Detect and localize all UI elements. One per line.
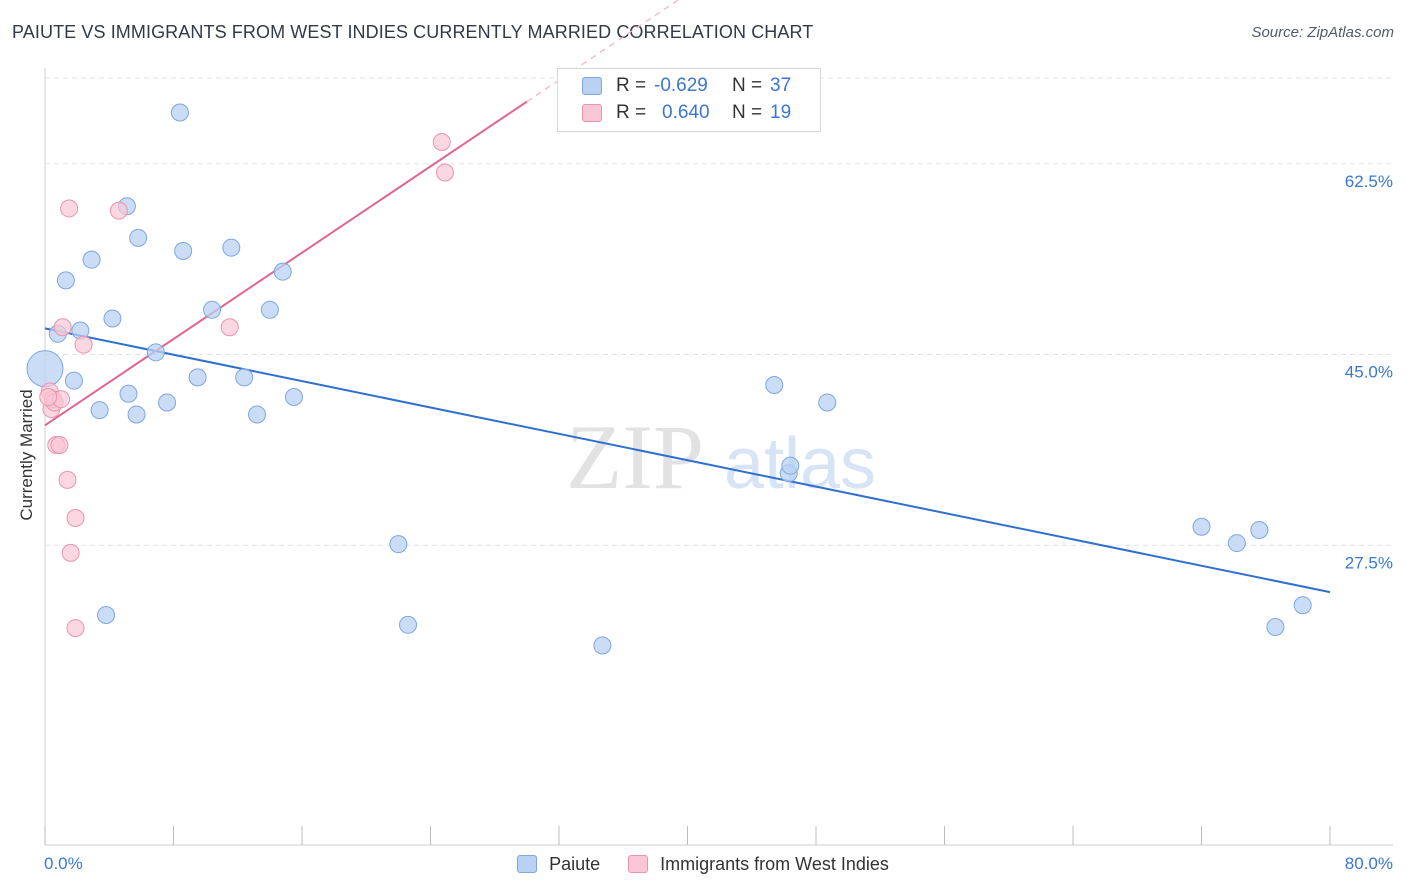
legend-item-paiute[interactable]: Paiute (517, 854, 600, 875)
paiute-point (146, 343, 165, 362)
legend-row-paiute: R = -0.629 N = 37 (582, 73, 791, 99)
paiute-point (127, 405, 146, 424)
paiute-point (389, 535, 408, 554)
paiute-point (82, 250, 101, 269)
paiute-point (1293, 596, 1312, 615)
r-value: -0.629 (654, 75, 708, 96)
paiute-point (260, 300, 279, 319)
paiute-point (158, 393, 177, 412)
paiute-point (103, 309, 122, 328)
y-tick-label: 45.0% (1345, 363, 1393, 382)
paiute-point (26, 350, 64, 388)
tick-labels: 27.5%45.0%62.5%80.0%0.0%80.0% (44, 172, 1393, 873)
paiute-point (203, 300, 222, 319)
paiute-point (174, 241, 193, 260)
r-value: 0.640 (662, 102, 710, 123)
axes (44, 68, 1393, 846)
paiute-point (170, 103, 189, 122)
legend-label: Immigrants from West Indies (660, 853, 889, 874)
westindies-point (109, 201, 128, 220)
r-label: R = (616, 75, 647, 96)
source-note: Source: ZipAtlas.com (1251, 24, 1394, 41)
westindies-point (66, 509, 85, 527)
paiute-point (97, 606, 116, 625)
paiute-point (399, 615, 418, 634)
watermark: ZIP atlas (566, 406, 876, 508)
y-tick-label: 62.5% (1345, 172, 1393, 191)
paiute-point (188, 368, 207, 387)
n-label: N = (732, 102, 763, 123)
westindies-point (58, 470, 77, 489)
paiute-trend-line (44, 327, 1331, 594)
paiute-point (284, 388, 303, 407)
correlation-legend: R = -0.629 N = 37 R = 0.640 N = 19 (557, 68, 821, 132)
paiute-point (781, 456, 800, 475)
paiute-point (1227, 534, 1246, 553)
paiute-point (248, 405, 267, 424)
paiute-point (1192, 517, 1211, 536)
westindies-point (66, 619, 85, 638)
paiute-swatch (517, 855, 538, 873)
paiute-point (273, 262, 292, 281)
paiute-point (765, 376, 784, 395)
n-value: 19 (770, 102, 792, 123)
westindies-point (435, 163, 454, 182)
westindies-swatch (628, 855, 649, 873)
series-legend: Paiute Immigrants from West Indies (0, 852, 1406, 876)
x-tick-label: 80.0% (1345, 854, 1393, 873)
x-tick-label: 0.0% (44, 854, 83, 873)
watermark-atlas: atlas (724, 424, 876, 504)
westindies-point (60, 199, 79, 218)
paiute-point (56, 271, 75, 290)
paiute-point (119, 384, 138, 403)
paiute-point (129, 228, 148, 247)
paiute-point (1250, 520, 1269, 539)
watermark-zip: ZIP (566, 406, 704, 508)
paiute-point (593, 636, 612, 655)
paiute-swatch (582, 77, 602, 95)
data-points (26, 103, 1312, 655)
westindies-point (39, 388, 58, 407)
westindies-point (220, 318, 239, 337)
chart-title: PAIUTE VS IMMIGRANTS FROM WEST INDIES CU… (12, 22, 814, 42)
paiute-point (818, 393, 837, 412)
legend-item-westindies[interactable]: Immigrants from West Indies (628, 854, 889, 875)
westindies-point (74, 335, 93, 354)
legend-row-westindies: R = 0.640 N = 19 (582, 100, 791, 126)
n-value: 37 (770, 75, 792, 96)
westindies-point (432, 132, 451, 151)
paiute-point (1266, 618, 1285, 636)
r-label: R = (616, 102, 647, 123)
paiute-point (222, 238, 241, 257)
legend-label: Paiute (549, 853, 601, 874)
westindies-point (53, 318, 72, 337)
y-tick-label: 27.5% (1345, 553, 1393, 572)
paiute-point (235, 368, 254, 387)
westindies-point (50, 435, 69, 454)
y-axis-label: Currently Married (17, 389, 36, 521)
westindies-point (61, 543, 80, 562)
paiute-point (64, 371, 83, 390)
n-label: N = (732, 75, 763, 96)
paiute-point (90, 401, 109, 420)
westindies-swatch (582, 104, 602, 122)
